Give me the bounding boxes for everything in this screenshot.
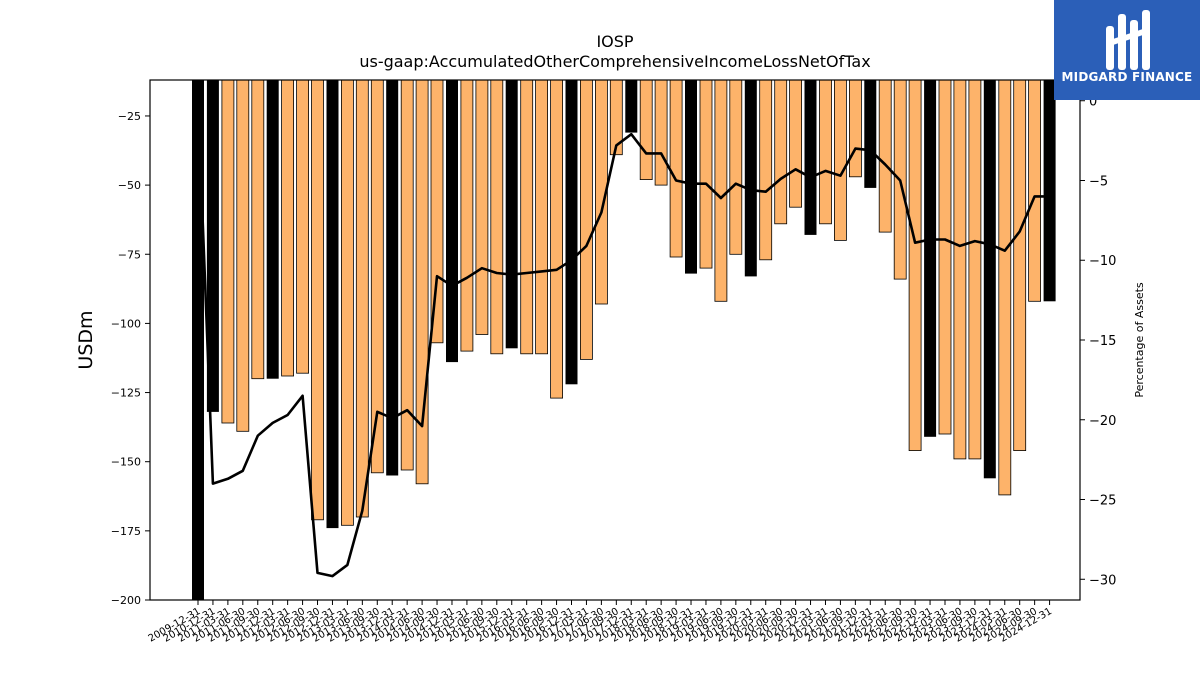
bar xyxy=(221,79,235,424)
bar xyxy=(968,79,982,460)
line-group xyxy=(196,100,1050,578)
y2-tick-label: −5 xyxy=(1089,174,1108,189)
bar xyxy=(386,80,399,476)
y-axis-label: USDm xyxy=(75,310,97,369)
bar xyxy=(654,79,668,186)
logo-mark-icon xyxy=(1106,10,1150,70)
bar xyxy=(669,79,683,258)
percentage-line xyxy=(196,100,1050,578)
bar xyxy=(759,79,773,261)
y-tick-label: −200 xyxy=(111,594,141,607)
bar xyxy=(326,80,339,529)
bar xyxy=(505,80,518,349)
logo-text: MIDGARD FINANCE xyxy=(1061,70,1193,84)
bar xyxy=(789,79,802,208)
y-tick-label: −125 xyxy=(111,387,141,400)
bar xyxy=(565,80,578,385)
y2-axis-label: Percentage of Assets xyxy=(1133,282,1146,398)
midgard-finance-logo: MIDGARD FINANCE xyxy=(1054,0,1200,100)
bar xyxy=(580,79,593,360)
bar xyxy=(699,79,713,269)
bar xyxy=(729,79,743,255)
y-tick-label: −150 xyxy=(111,456,141,469)
bar xyxy=(535,79,548,355)
bar xyxy=(1028,79,1041,302)
bar xyxy=(236,79,250,432)
bar xyxy=(206,80,219,412)
bar xyxy=(639,79,653,180)
bar xyxy=(340,79,354,526)
bar xyxy=(281,79,295,377)
bar xyxy=(953,79,967,460)
bar xyxy=(475,79,489,335)
chart-title: IOSP xyxy=(596,32,634,51)
y-axis-right: 0 −5 −10 −15 −20 −25 −30 xyxy=(1080,95,1116,588)
bar xyxy=(819,79,832,225)
y2-tick-label: −10 xyxy=(1089,254,1116,269)
bar xyxy=(938,79,952,435)
bar xyxy=(520,79,534,355)
bar xyxy=(430,79,444,344)
bar xyxy=(714,79,728,302)
bar xyxy=(1013,79,1027,452)
bar xyxy=(490,79,504,355)
bar xyxy=(998,79,1012,496)
bar xyxy=(878,79,892,233)
chart-subtitle: us-gaap:AccumulatedOtherComprehensiveInc… xyxy=(359,52,871,71)
bar xyxy=(251,79,265,380)
bars-group xyxy=(192,79,1056,600)
y-axis-left: −25 −50 −75 −100 −125 −150 −175 −200 xyxy=(111,110,150,607)
bar xyxy=(908,79,922,452)
bar xyxy=(983,80,996,479)
bar xyxy=(192,80,204,600)
bar xyxy=(311,79,324,521)
bar xyxy=(296,79,310,374)
bar xyxy=(460,79,474,352)
bar xyxy=(685,80,697,274)
y-tick-label: −100 xyxy=(111,317,141,330)
y2-tick-label: 0 xyxy=(1089,95,1097,110)
y-tick-label: −25 xyxy=(118,110,141,123)
y2-tick-label: −30 xyxy=(1089,573,1116,588)
bar xyxy=(625,80,638,133)
y2-tick-label: −15 xyxy=(1089,334,1116,349)
y2-tick-label: −20 xyxy=(1089,414,1116,429)
y2-tick-label: −25 xyxy=(1089,494,1116,509)
bar xyxy=(550,79,563,399)
y-tick-label: −75 xyxy=(118,248,141,261)
bar xyxy=(774,79,788,225)
bar xyxy=(849,79,862,178)
bar xyxy=(355,79,369,518)
bar xyxy=(804,80,817,235)
bar xyxy=(864,80,877,188)
y-tick-label: −50 xyxy=(118,179,141,192)
y-tick-label: −175 xyxy=(111,525,141,538)
bar xyxy=(834,79,847,241)
bar xyxy=(924,80,937,437)
bar xyxy=(266,80,279,379)
x-axis: 2009-12-312010-12-312011-03-312011-06-30… xyxy=(147,600,1054,645)
bar xyxy=(446,80,458,363)
bar xyxy=(1043,80,1056,302)
bar xyxy=(744,80,757,277)
